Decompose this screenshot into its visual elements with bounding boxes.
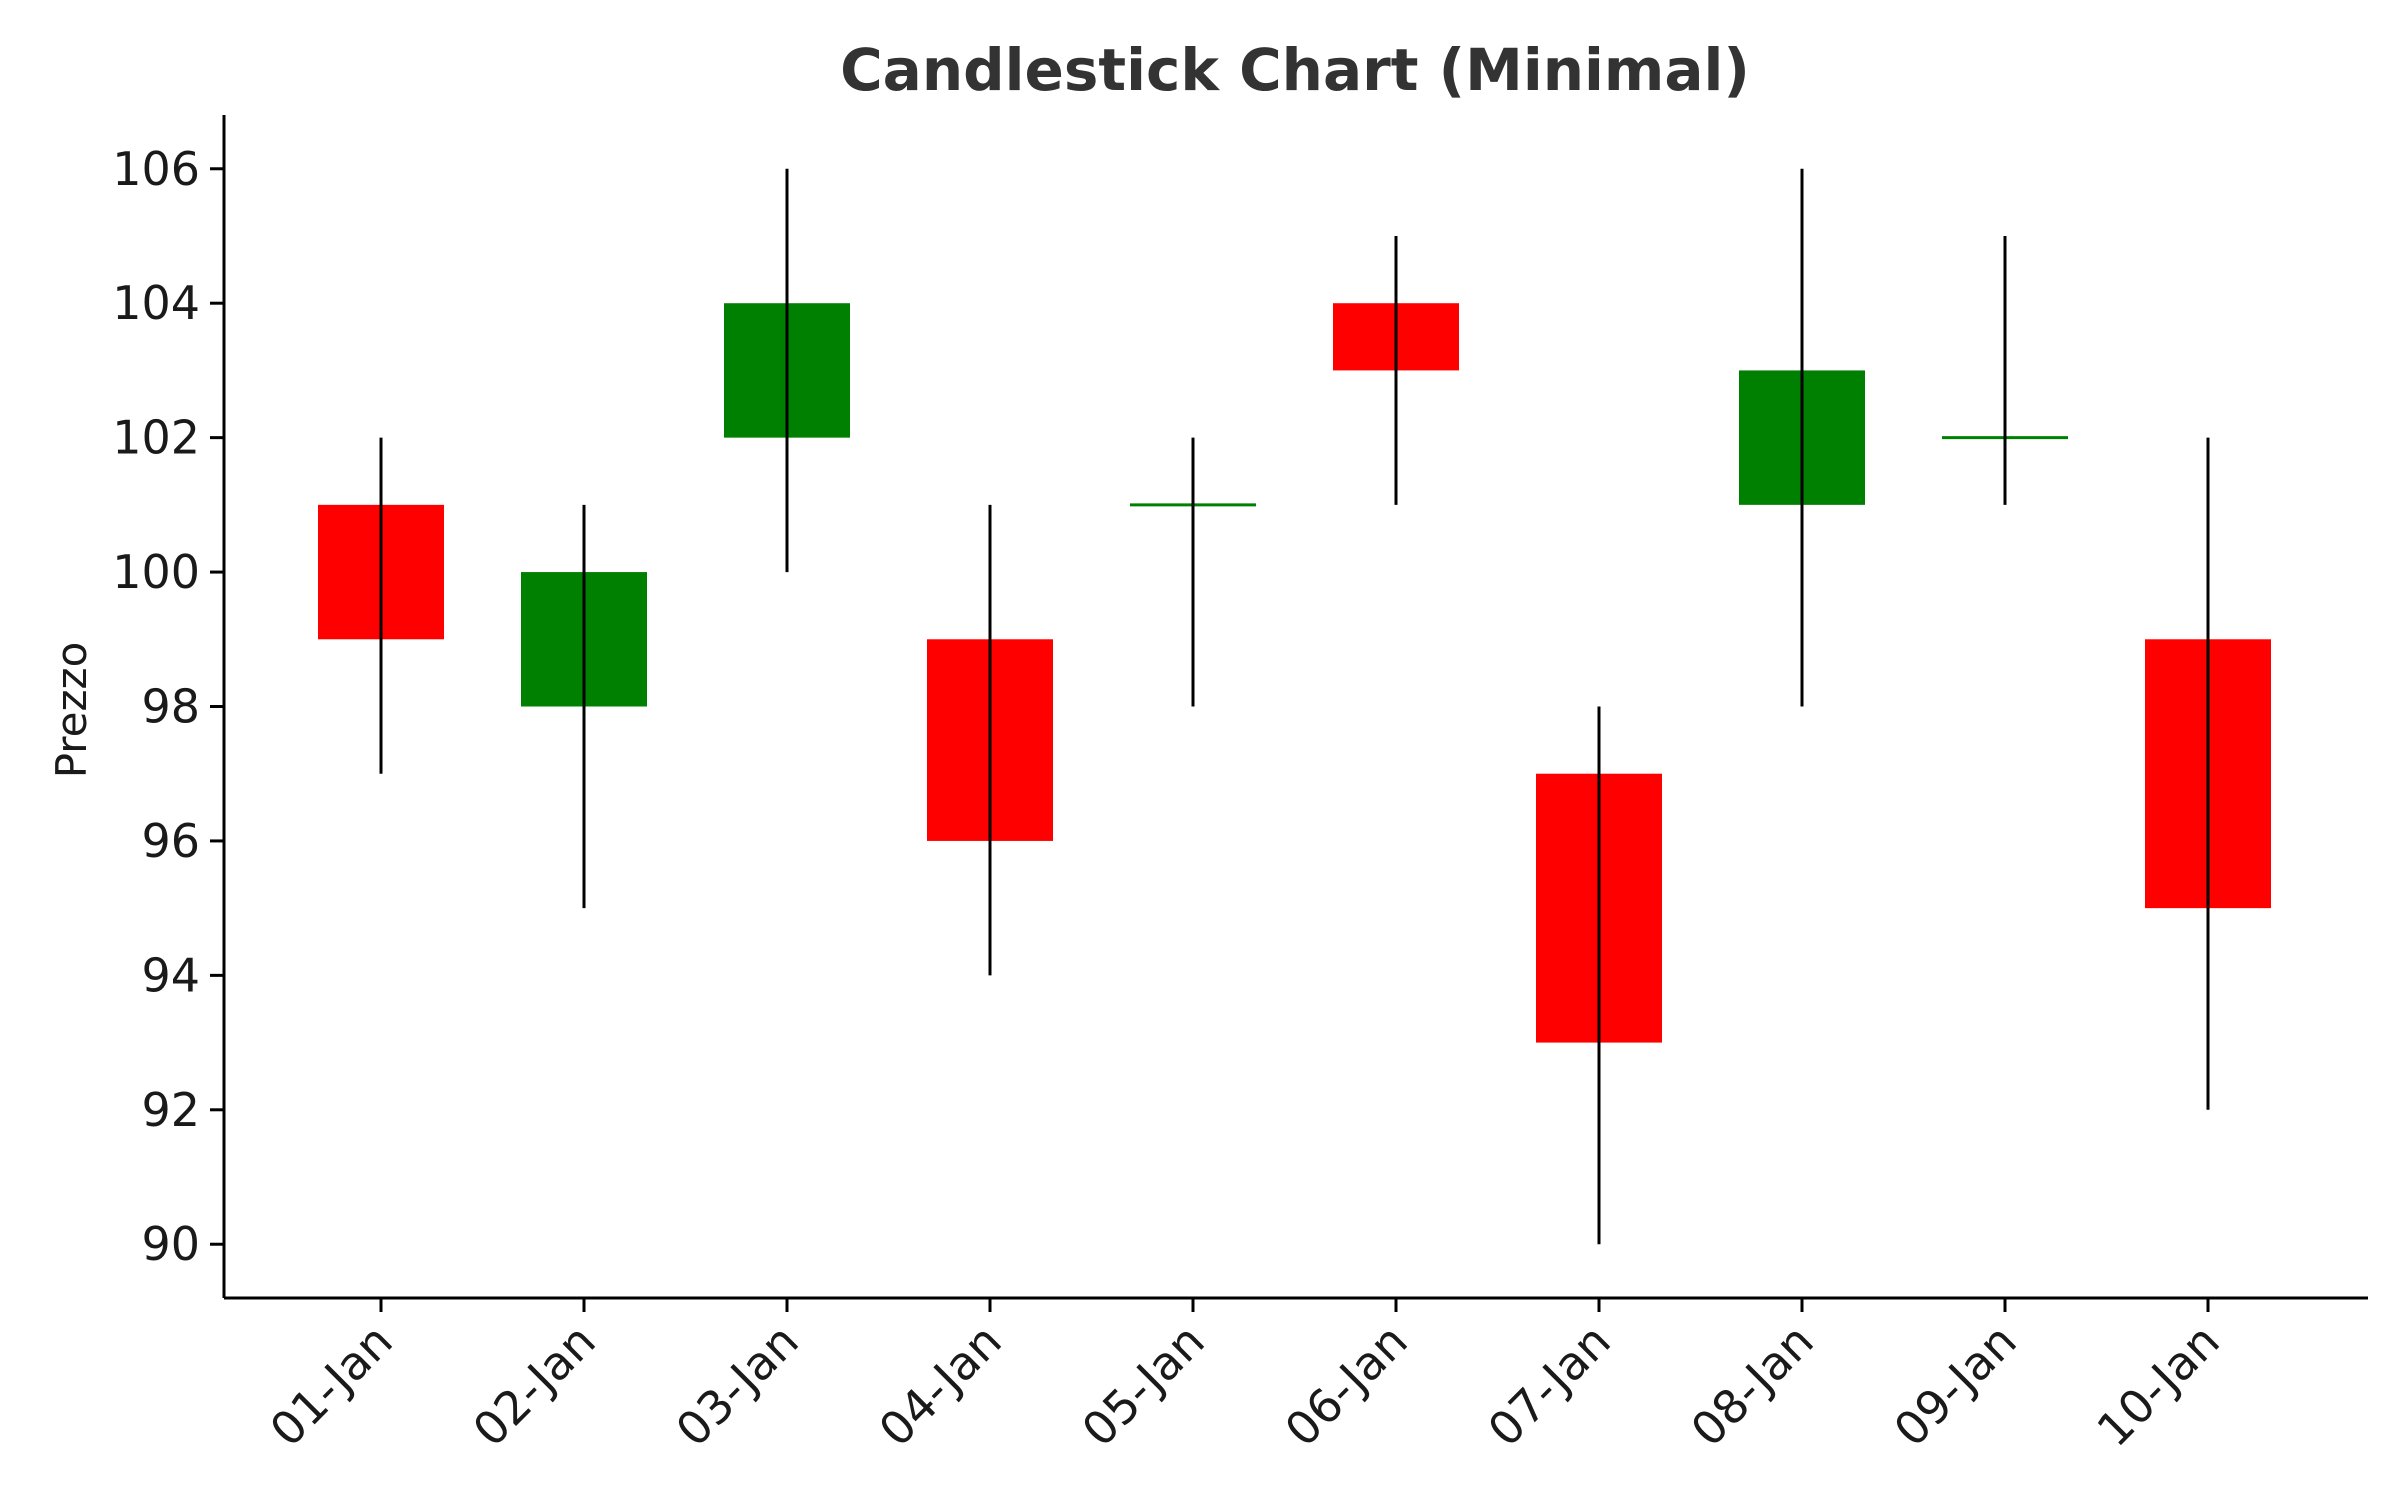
chart-title: Candlestick Chart (Minimal) [840,36,1750,104]
y-tick-label: 102 [112,411,200,465]
candle [318,437,444,774]
x-tick-label: 05-Jan [1072,1314,1215,1457]
plot-area [318,168,2271,1245]
x-tick-label: 09-Jan [1884,1314,2027,1457]
y-tick-label: 104 [112,276,200,330]
x-tick-label: 03-Jan [666,1314,809,1457]
x-tick-label: 01-Jan [260,1314,403,1457]
y-tick-label: 94 [141,948,200,1002]
y-tick-label: 90 [141,1217,200,1271]
x-tick-label: 07-Jan [1478,1314,1621,1457]
y-tick-label: 106 [112,142,200,196]
x-axis: 01-Jan 02-Jan 03-Jan 04-Jan 05-Jan 06-Jan 07-J… [224,1296,2368,1457]
y-axis-label: Prezzo [47,642,96,779]
x-tick-label: 02-Jan [463,1314,606,1457]
x-tick-label: 10-Jan [2087,1314,2230,1457]
candle [1942,235,2068,505]
x-tick-label: 04-Jan [869,1314,1012,1457]
y-axis: 90 92 94 96 98 100 102 104 106 [112,115,226,1298]
candle [1333,235,1459,505]
candle [2145,437,2271,1110]
candle [1536,706,1662,1245]
candle [521,504,647,909]
y-tick-label: 98 [141,680,200,734]
x-tick-label: 06-Jan [1275,1314,1418,1457]
y-tick-label: 100 [112,545,200,599]
candle [1739,168,1865,707]
y-tick-label: 92 [141,1083,200,1137]
candle [927,504,1053,976]
candle [1130,437,1256,707]
x-tick-label: 08-Jan [1681,1314,1824,1457]
candle [724,168,850,573]
y-tick-label: 96 [141,814,200,868]
